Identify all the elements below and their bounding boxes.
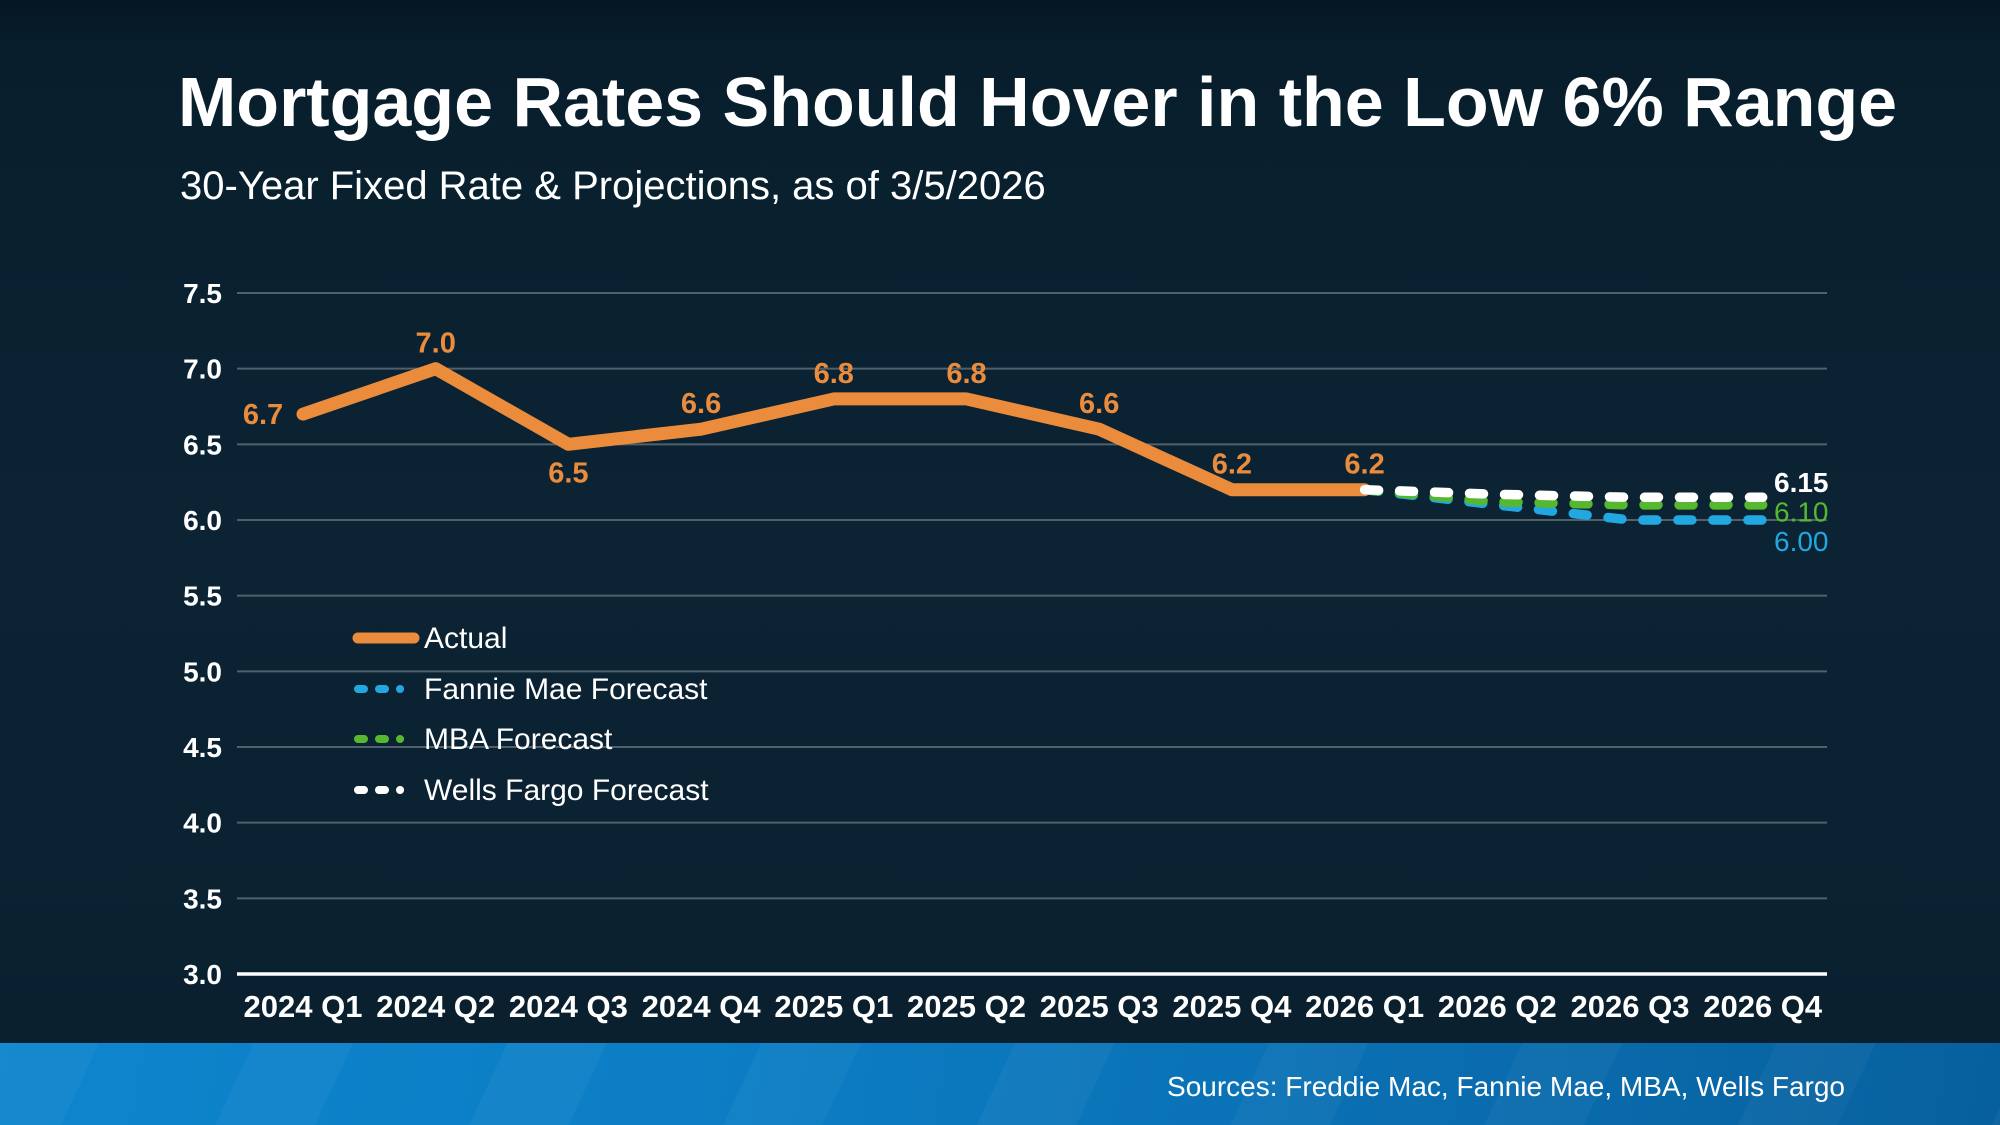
data-label: 6.8: [946, 358, 986, 390]
series-line-actual: [296, 362, 1372, 497]
x-axis-tick-label: 2025 Q4: [1172, 989, 1292, 1024]
page-subtitle: 30-Year Fixed Rate & Projections, as of …: [180, 164, 1046, 208]
y-axis-tick-label: 4.5: [183, 732, 222, 763]
x-axis-tick-label: 2026 Q1: [1305, 989, 1424, 1024]
y-axis-tick-label: 6.0: [183, 505, 222, 536]
x-axis-tick-label: 2026 Q3: [1571, 989, 1690, 1024]
x-axis-tick-label: 2024 Q2: [376, 989, 495, 1024]
legend-label-fannie-mae-forecast: Fannie Mae Forecast: [424, 673, 708, 706]
x-axis-tick-label: 2024 Q4: [642, 989, 762, 1024]
y-axis-tick-label: 3.5: [183, 883, 222, 914]
sources-text: Sources: Freddie Mac, Fannie Mae, MBA, W…: [1167, 1071, 1845, 1102]
legend-label-actual: Actual: [424, 622, 507, 655]
series-line-fannie-mae-forecast: [1359, 484, 1768, 525]
data-label: 7.0: [416, 328, 456, 360]
y-axis-tick-label: 5.0: [183, 656, 222, 687]
series-end-label-mba-forecast: 6.10: [1774, 497, 1829, 528]
data-label: 6.2: [1212, 449, 1252, 481]
series-end-label-wells-fargo-forecast: 6.15: [1774, 467, 1829, 498]
x-axis-tick-label: 2024 Q3: [509, 989, 628, 1024]
y-axis-tick-label: 6.5: [183, 429, 222, 460]
data-label: 6.5: [548, 457, 588, 489]
data-label: 6.6: [681, 388, 721, 420]
legend-label-mba-forecast: MBA Forecast: [424, 723, 613, 756]
x-axis-tick-label: 2026 Q4: [1703, 989, 1823, 1024]
legend-label-wells-fargo-forecast: Wells Fargo Forecast: [424, 774, 709, 807]
x-axis-tick-label: 2026 Q2: [1438, 989, 1557, 1024]
data-label: 6.6: [1079, 388, 1119, 420]
series-end-label-fannie-mae-forecast: 6.00: [1774, 526, 1829, 557]
data-label: 6.7: [243, 399, 283, 431]
y-axis-tick-label: 4.0: [183, 808, 222, 839]
y-axis-tick-label: 7.5: [183, 278, 222, 309]
y-axis-tick-label: 7.0: [183, 354, 222, 385]
x-axis-tick-label: 2025 Q1: [774, 989, 893, 1024]
y-axis-tick-label: 3.0: [183, 959, 222, 990]
x-axis-tick-label: 2025 Q2: [907, 989, 1026, 1024]
footer-bar: Sources: Freddie Mac, Fannie Mae, MBA, W…: [0, 1043, 2000, 1125]
page-title: Mortgage Rates Should Hover in the Low 6…: [178, 63, 1898, 141]
data-label: 6.2: [1344, 449, 1384, 481]
x-axis-tick-label: 2025 Q3: [1040, 989, 1159, 1024]
series-line-mba-forecast: [1359, 484, 1768, 510]
data-label: 6.8: [814, 358, 854, 390]
x-axis-tick-label: 2024 Q1: [244, 989, 363, 1024]
y-axis-tick-label: 5.5: [183, 581, 222, 612]
series-line-wells-fargo-forecast: [1359, 484, 1768, 503]
